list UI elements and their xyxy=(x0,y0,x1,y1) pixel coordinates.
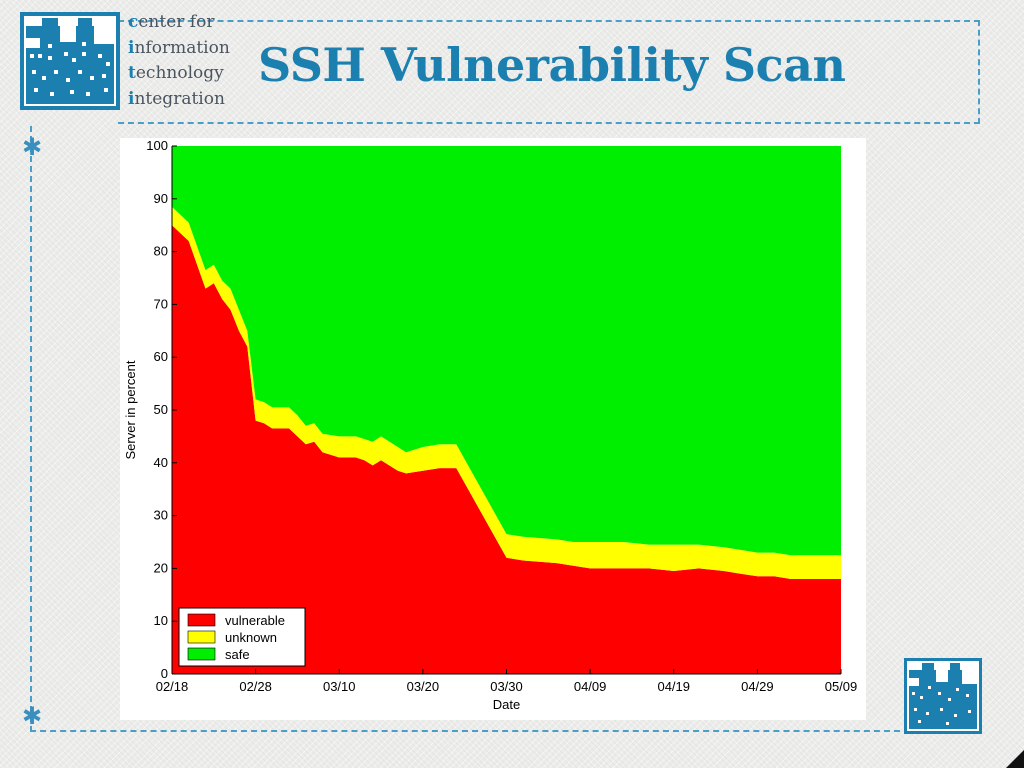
org-line: information xyxy=(128,36,230,62)
chart-axes: 0 10 20 30 40 50 60 70 80 90 100 02/18 02/28 03/10 03/… xyxy=(146,138,857,694)
org-line-rest: echnology xyxy=(135,63,224,83)
x-axis-label: Date xyxy=(493,697,520,712)
y-tick-label: 70 xyxy=(154,296,168,311)
slide-frame-bottom xyxy=(30,126,900,732)
stacked-area-chart: 0 10 20 30 40 50 60 70 80 90 100 02/18 02/28 03/10 03/… xyxy=(123,138,857,712)
x-tick-label: 02/28 xyxy=(239,679,272,694)
y-tick-label: 90 xyxy=(154,191,168,206)
org-line-rest: ntegration xyxy=(134,88,225,109)
y-tick-label: 20 xyxy=(154,560,168,575)
chart-panel: 0 10 20 30 40 50 60 70 80 90 100 02/18 02/28 03/10 03/… xyxy=(120,138,866,720)
asterisk-bullet-icon: ✱ xyxy=(22,702,43,730)
x-tick-label: 04/19 xyxy=(657,679,690,694)
x-tick-label: 03/30 xyxy=(490,679,523,694)
chart-areas xyxy=(172,146,841,674)
y-tick-label: 100 xyxy=(146,138,168,153)
x-tick-label: 02/18 xyxy=(156,679,189,694)
legend-label-safe: safe xyxy=(225,647,250,662)
y-axis-label: Server in percent xyxy=(123,360,138,459)
org-line-rest: enter for xyxy=(138,12,215,32)
org-line-initial: i xyxy=(128,37,135,58)
legend-label-vulnerable: vulnerable xyxy=(225,613,285,628)
header-frame-top xyxy=(118,20,980,124)
org-line-rest: nformation xyxy=(134,37,230,58)
city-skyline-logo-icon xyxy=(904,658,982,734)
legend-label-unknown: unknown xyxy=(225,630,277,645)
org-line: integration xyxy=(128,87,230,113)
org-line-initial: t xyxy=(128,63,136,83)
org-line: center for xyxy=(128,10,230,36)
org-line: technology xyxy=(128,61,230,87)
legend-swatch-safe xyxy=(187,647,216,661)
x-tick-label: 05/09 xyxy=(825,679,858,694)
y-tick-label: 50 xyxy=(154,402,168,417)
city-skyline-logo-icon xyxy=(20,12,120,110)
org-line-initial: i xyxy=(128,88,135,109)
chart-legend: vulnerable unknown safe xyxy=(178,607,306,667)
y-tick-label: 40 xyxy=(154,455,168,470)
area-vulnerable xyxy=(172,225,841,674)
x-tick-label: 04/29 xyxy=(741,679,774,694)
y-tick-label: 30 xyxy=(154,508,168,523)
x-tick-label: 03/10 xyxy=(323,679,356,694)
legend-swatch-vulnerable xyxy=(187,613,216,627)
corner-arrow-icon xyxy=(1006,750,1024,768)
asterisk-bullet-icon: ✱ xyxy=(22,133,43,161)
org-line-initial: c xyxy=(128,12,139,32)
x-tick-label: 04/09 xyxy=(574,679,607,694)
y-tick-label: 0 xyxy=(161,666,168,681)
y-tick-label: 80 xyxy=(154,244,168,259)
y-tick-label: 10 xyxy=(154,613,168,628)
y-tick-label: 60 xyxy=(154,349,168,364)
legend-swatch-unknown xyxy=(187,630,216,644)
page-title: SSH Vulnerability Scan xyxy=(258,38,846,92)
org-name: center for information technology integr… xyxy=(128,10,230,112)
x-tick-label: 03/20 xyxy=(407,679,440,694)
area-safe xyxy=(172,146,841,556)
